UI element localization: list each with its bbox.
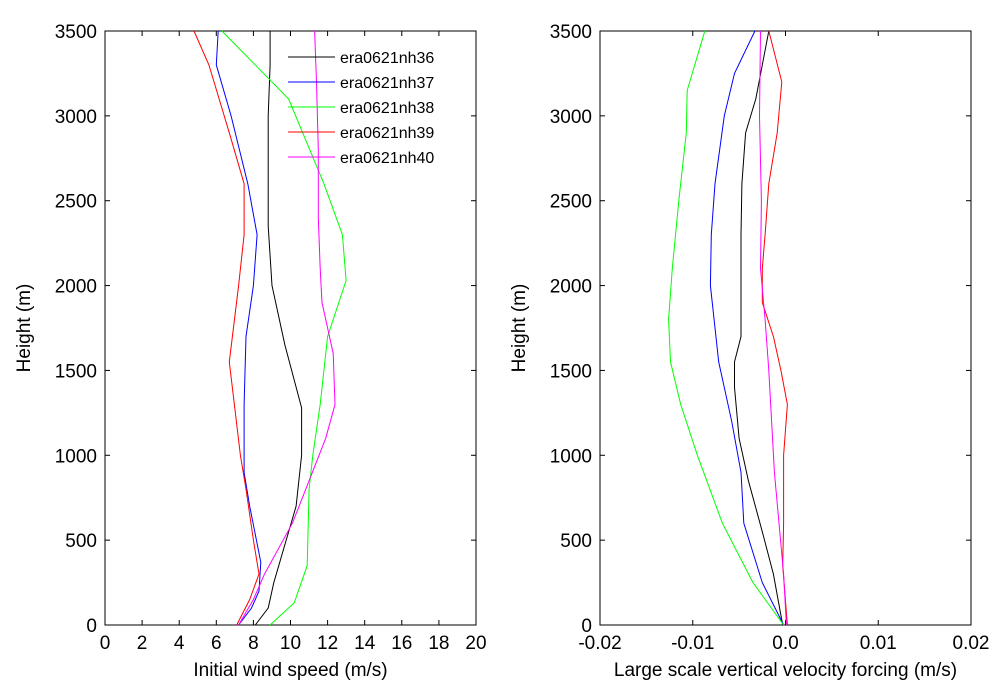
wind-speed-panel: 0 2 4 6 8 10 12 14 16 18 20 0 500 1000 1500 2000 2500 300…	[14, 22, 487, 681]
y-tick-label: 3500	[550, 22, 592, 43]
x-tick-label: 16	[391, 633, 412, 654]
y-tick-label: 500	[65, 531, 97, 552]
x-tick-label: -0.01	[671, 633, 714, 654]
series-line-era0621nh39	[193, 30, 260, 626]
y-tick-label: 0	[86, 616, 97, 637]
x-tick-label: 4	[174, 633, 185, 654]
x-axis-title: Large scale vertical velocity forcing (m…	[614, 660, 957, 681]
y-tick-label: 1500	[55, 361, 97, 382]
series-line-era0621nh37	[215, 30, 262, 626]
y-tick-label: 500	[560, 531, 592, 552]
series-line-era0621nh40	[758, 30, 787, 626]
y-tick-label: 0	[581, 616, 592, 637]
y-tick-label: 3000	[55, 107, 97, 128]
legend-label: era0621nh38	[340, 100, 434, 117]
x-tick-label: 0.01	[860, 633, 897, 654]
series-line-era0621nh36	[254, 31, 303, 626]
plot-frame	[104, 30, 477, 626]
x-tick-label: 8	[248, 633, 259, 654]
series-line-era0621nh40	[238, 30, 336, 626]
x-tick-label: -0.02	[578, 633, 621, 654]
legend-label: era0621nh36	[340, 50, 434, 67]
vertical-velocity-panel: -0.02 -0.01 0.0 0.01 0.02 0 500 1000 1500 2000 250…	[509, 22, 989, 681]
y-tick-label: 2000	[55, 277, 97, 298]
x-tick-label: 0.0	[772, 633, 798, 654]
x-tick-label: 0.02	[953, 633, 990, 654]
x-tick-label: 18	[428, 633, 449, 654]
plot-frame	[599, 30, 972, 626]
legend-label: era0621nh39	[340, 125, 434, 142]
series-line-era0621nh38	[668, 30, 785, 626]
x-axis-title: Initial wind speed (m/s)	[193, 660, 387, 681]
y-tick-label: 2500	[550, 192, 592, 213]
x-tick-label: 20	[465, 633, 486, 654]
x-tick-label: 2	[137, 633, 148, 654]
y-tick-label: 1000	[550, 446, 592, 467]
x-tick-label: 14	[354, 633, 376, 654]
y-tick-label: 3000	[550, 107, 592, 128]
y-tick-label: 1000	[55, 446, 97, 467]
y-axis-title: Height (m)	[509, 284, 530, 373]
x-tick-label: 6	[211, 633, 222, 654]
x-tick-label: 10	[280, 633, 301, 654]
y-tick-label: 1500	[550, 361, 592, 382]
y-tick-label: 2000	[550, 277, 592, 298]
y-tick-label: 3500	[55, 22, 97, 43]
y-axis-title: Height (m)	[14, 284, 35, 373]
legend-label: era0621nh37	[340, 75, 434, 92]
x-tick-label: 12	[317, 633, 338, 654]
series-line-era0621nh39	[761, 30, 788, 626]
y-tick-label: 2500	[55, 192, 97, 213]
series-line-era0621nh37	[709, 30, 785, 626]
x-tick-label: 0	[100, 633, 111, 654]
legend-label: era0621nh40	[340, 150, 434, 167]
series-line-era0621nh36	[734, 30, 784, 626]
